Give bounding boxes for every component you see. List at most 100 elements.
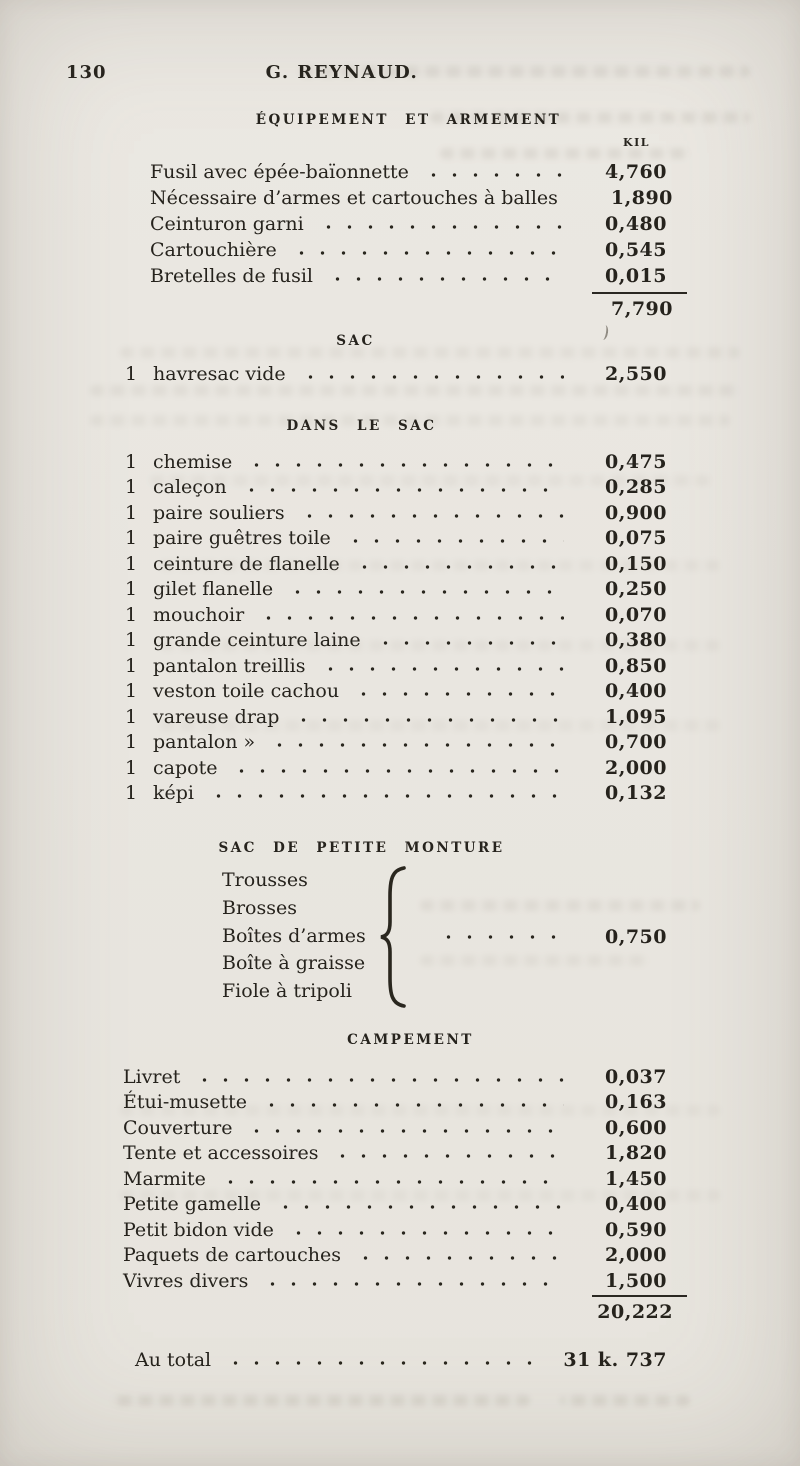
sac-table: 1 havresac vide 2,550 xyxy=(100,359,667,385)
item-label: Petit bidon vide xyxy=(123,1218,274,1241)
item-value: 0,070 xyxy=(605,603,667,626)
item-value: 0,600 xyxy=(605,1116,667,1139)
bleedthrough-smudge xyxy=(110,1395,530,1406)
unit-header-kil: KIL xyxy=(623,136,650,149)
item-quantity: 1 xyxy=(125,731,138,753)
table-row: 1 caleçon 0,285 xyxy=(100,473,667,498)
item-value: 2,000 xyxy=(605,756,667,779)
item-label: Fiole à tripoli xyxy=(222,980,352,1002)
item-label: Brosses xyxy=(222,896,297,919)
sum-rule xyxy=(592,1294,687,1297)
item-quantity: 1 xyxy=(125,363,138,385)
dot-leader xyxy=(420,172,564,178)
item-value: 0,545 xyxy=(605,239,667,261)
dot-leader xyxy=(351,691,564,697)
table-row: Livret 0,037 xyxy=(100,1062,667,1088)
dot-leader xyxy=(315,224,564,230)
item-label: veston toile cachou xyxy=(153,680,340,702)
table-row: Bretelles de fusil 0,015 xyxy=(100,261,667,287)
table-row: Étui-musette 0,163 xyxy=(100,1088,667,1113)
item-label: képi xyxy=(153,782,194,804)
table-row: Cartouchière 0,545 xyxy=(100,235,667,261)
item-label: pantalon treillis xyxy=(153,654,306,677)
table-row: 1 mouchoir 0,070 xyxy=(100,600,667,626)
table-row: 1 chemise 0,475 xyxy=(100,447,667,473)
dot-leader xyxy=(272,1204,564,1210)
section-total-row: 7,790 xyxy=(100,294,673,320)
table-row: Fusil avec épée-baïonnette 4,760 xyxy=(100,157,667,183)
item-value: 1,820 xyxy=(605,1142,667,1164)
item-label: Bretelles de fusil xyxy=(150,265,313,287)
sum-rule xyxy=(592,292,687,294)
dot-leader xyxy=(342,538,564,544)
item-quantity: 1 xyxy=(125,705,138,728)
dot-leader xyxy=(238,487,564,493)
table-row: 1 grande ceinture laine 0,380 xyxy=(100,626,667,651)
item-value: 1,450 xyxy=(605,1167,667,1190)
item-label: vareuse drap xyxy=(153,705,280,728)
section-heading-equipement-et-armement: ÉQUIPEMENT ET ARMEMENT xyxy=(255,112,562,128)
table-row: 1 paire guêtres toile 0,075 xyxy=(100,524,667,549)
item-label: paire souliers xyxy=(153,501,285,524)
brace-icon xyxy=(380,866,406,1008)
section-total-row: 20,222 xyxy=(100,1297,672,1323)
table-row: 1 képi 0,132 xyxy=(100,779,667,804)
grouped-item-labels: Trousses Brosses Boîtes d’armes Boîte à … xyxy=(222,866,366,1008)
item-value: 0,590 xyxy=(605,1218,667,1241)
dot-leader xyxy=(291,716,564,723)
dot-leader xyxy=(324,276,564,282)
item-label: Nécessaire d’armes et cartouches à balle… xyxy=(150,187,558,209)
item-quantity: 1 xyxy=(125,756,138,779)
item-label: gilet flanelle xyxy=(153,578,274,600)
item-value: 0,150 xyxy=(605,552,667,575)
item-value: 0,475 xyxy=(605,450,667,473)
running-title: G. REYNAUD. xyxy=(265,62,419,83)
item-label: Ceinturon garni xyxy=(150,213,304,235)
bleedthrough-smudge xyxy=(560,1395,690,1406)
item-quantity: 1 xyxy=(125,782,138,804)
table-row: 1 pantalon » 0,700 xyxy=(100,728,667,753)
item-value: 4,760 xyxy=(605,161,667,183)
dot-leader xyxy=(330,1153,564,1159)
grouped-item-value-row: 0,750 xyxy=(410,866,667,1008)
section-heading-sac: SAC xyxy=(336,333,375,349)
dot-leader xyxy=(192,1076,564,1083)
item-label: Couverture xyxy=(123,1116,233,1139)
table-row: Nécessaire d’armes et cartouches à balle… xyxy=(100,183,672,209)
table-row: 1 pantalon treillis 0,850 xyxy=(100,651,667,677)
text-column: ÉQUIPEMENT ET ARMEMENT KIL Fusil avec ép… xyxy=(100,86,687,1371)
item-value: 2,000 xyxy=(605,1244,667,1266)
item-label: Petite gamelle xyxy=(123,1193,261,1215)
item-quantity: 1 xyxy=(125,680,138,702)
table-row: 1 vareuse drap 1,095 xyxy=(100,702,667,728)
table-row: Tente et accessoires 1,820 xyxy=(100,1139,667,1164)
dot-leader xyxy=(296,512,564,519)
section-heading-dans-le-sac: DANS LE SAC xyxy=(286,418,437,434)
dot-leader xyxy=(206,793,564,799)
table-row: 1 capote 2,000 xyxy=(100,753,667,779)
table-row: Paquets de cartouches 2,000 xyxy=(100,1241,667,1266)
item-quantity: 1 xyxy=(125,501,138,524)
dot-leader xyxy=(351,563,564,570)
item-value: 0,400 xyxy=(605,680,667,702)
dot-leader xyxy=(244,461,564,468)
section-heading-sac-de-petite-monture: SAC DE PETITE MONTURE xyxy=(218,840,505,856)
item-label: ceinture de flanelle xyxy=(153,552,340,575)
item-label: Cartouchière xyxy=(150,239,277,261)
item-value: 1,890 xyxy=(610,187,673,209)
grand-total-row: Au total 31 k. 737 xyxy=(100,1343,667,1371)
table-row: Petit bidon vide 0,590 xyxy=(100,1215,667,1241)
dot-leader xyxy=(288,250,564,256)
item-value: 0,700 xyxy=(605,731,667,753)
item-label: Étui-musette xyxy=(123,1091,248,1113)
item-value: 0,750 xyxy=(605,926,667,948)
dot-leader xyxy=(297,374,564,380)
item-quantity: 1 xyxy=(125,552,138,575)
item-label: Boîtes d’armes xyxy=(222,924,366,947)
item-label: chemise xyxy=(153,450,233,473)
table-row: Ceinturon garni 0,480 xyxy=(100,209,667,235)
dot-leader xyxy=(229,767,564,774)
dot-leader xyxy=(435,934,564,940)
item-label: pantalon » xyxy=(153,731,256,753)
